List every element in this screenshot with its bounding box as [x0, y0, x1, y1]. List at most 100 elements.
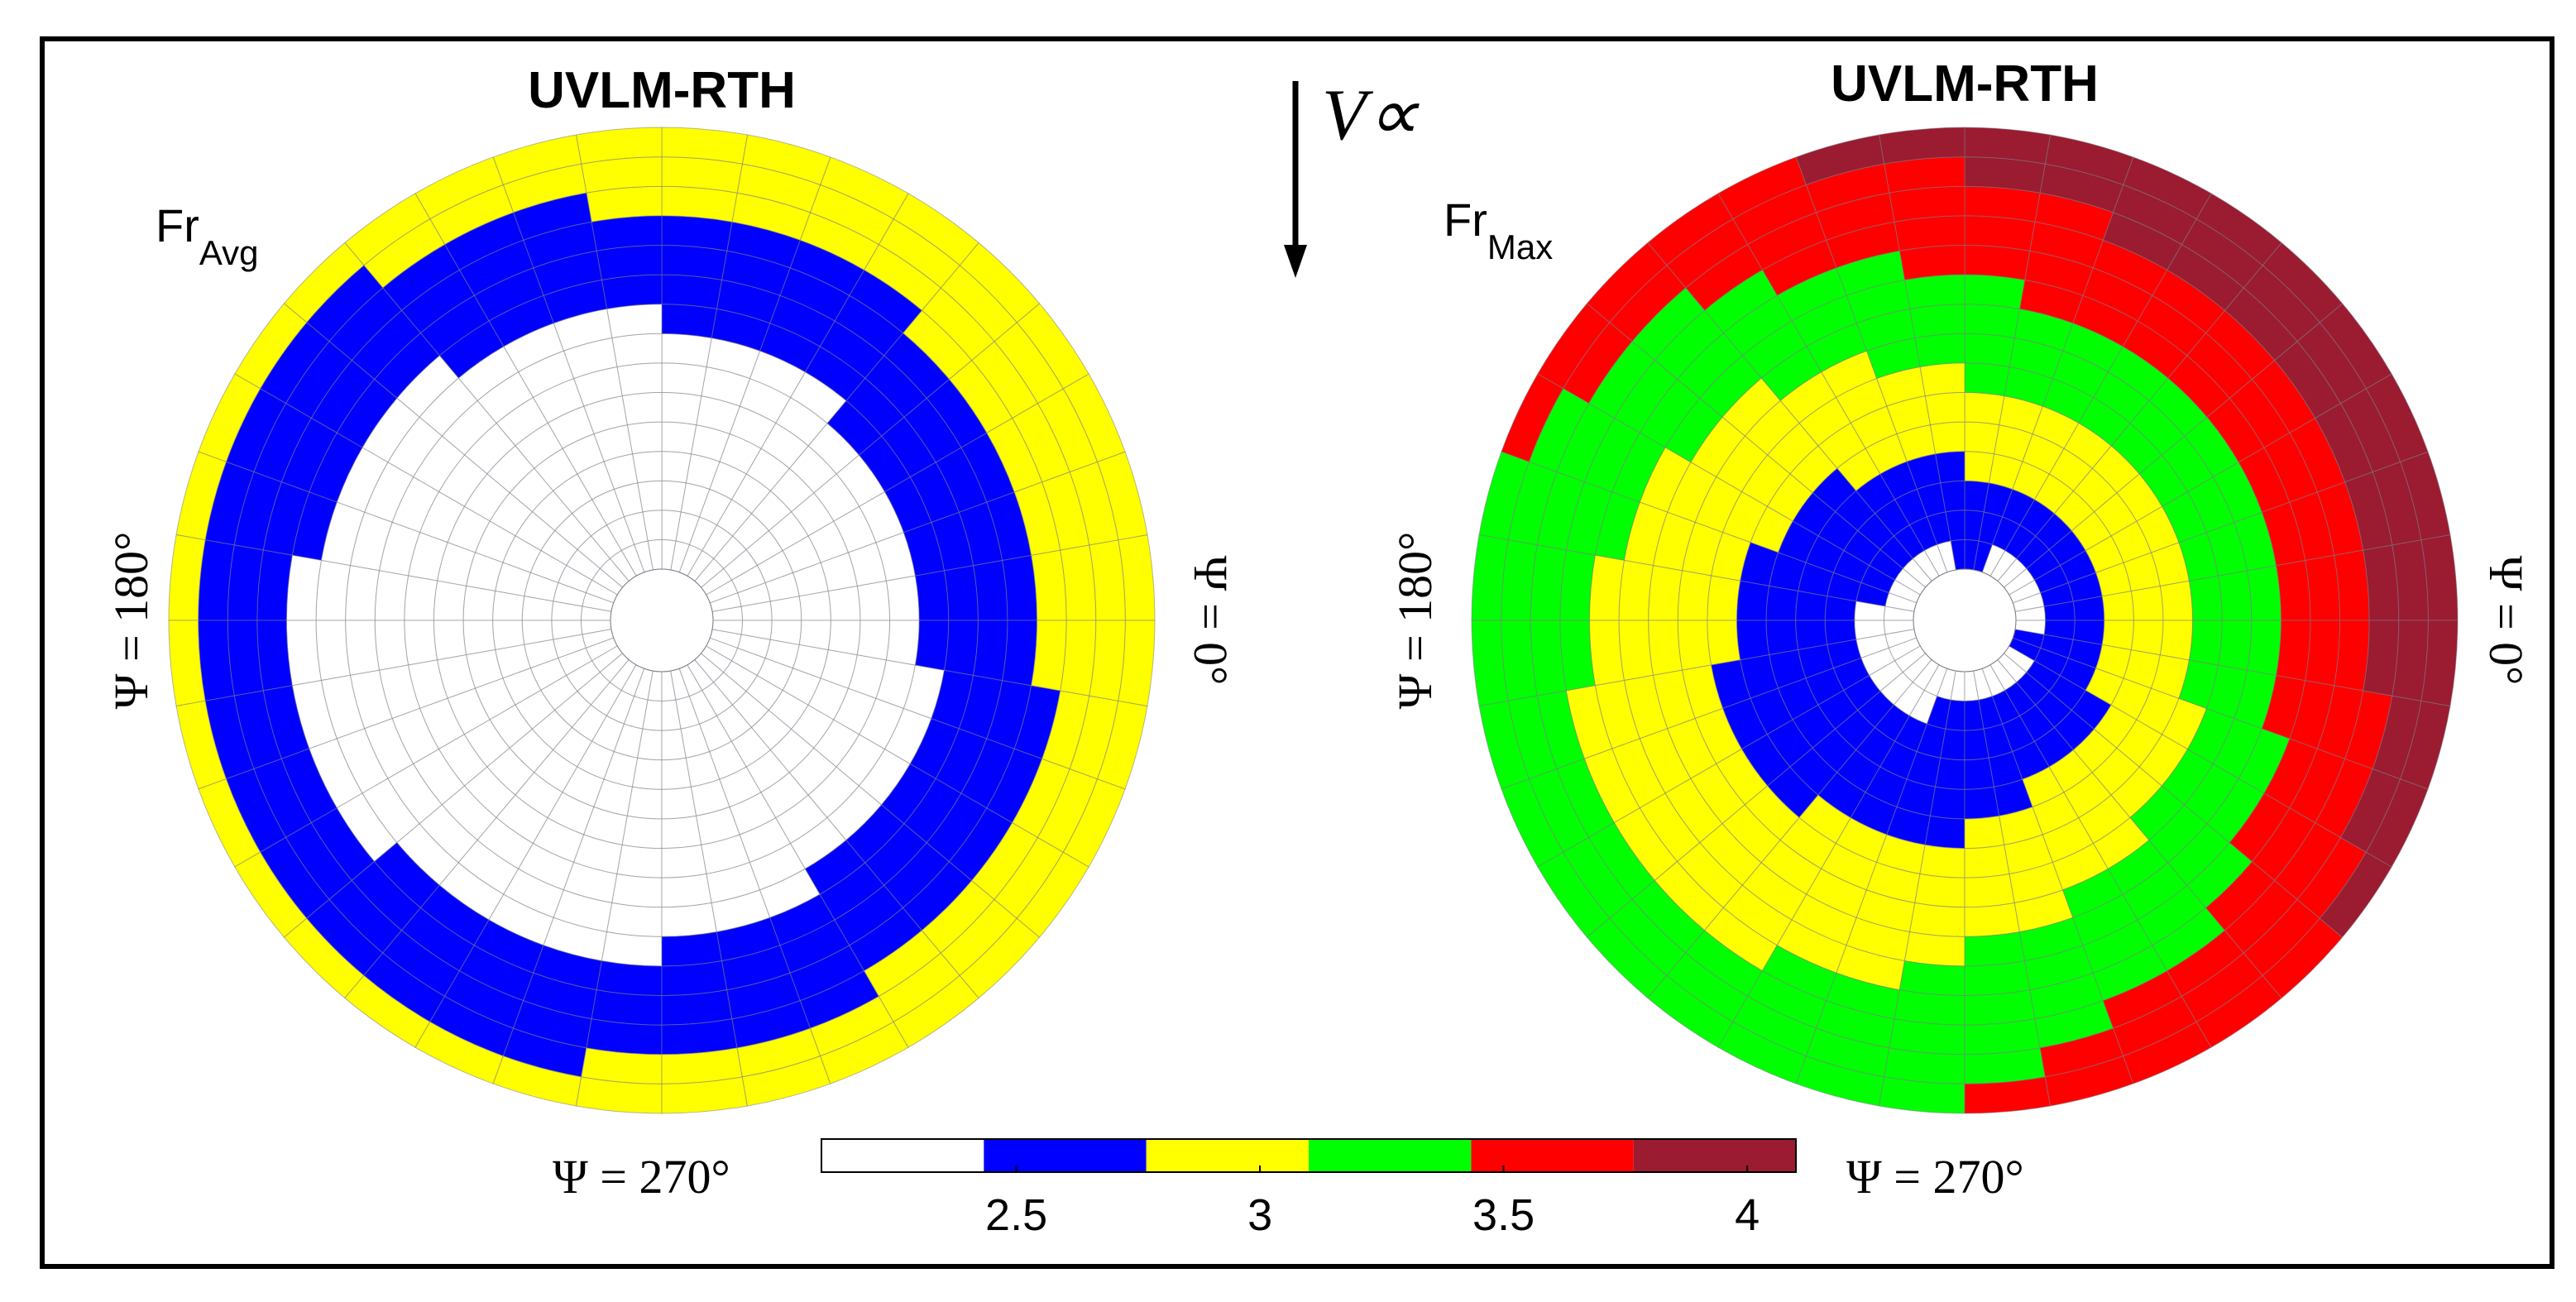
- fr-avg-cell: [661, 274, 723, 309]
- fr-max-cell: [2276, 559, 2311, 621]
- fr-avg-cell: [606, 304, 663, 339]
- fr-max-cell: [1648, 620, 1683, 676]
- fr-max-cell: [2188, 620, 2223, 666]
- fr-max-cell: [1707, 575, 1741, 621]
- fr-max-cell: [2101, 620, 2134, 651]
- fr-avg-label: FrAvg: [156, 199, 258, 272]
- fr-max-cell: [1909, 902, 1966, 937]
- fr-max-cell: [1964, 902, 2020, 937]
- title-left: UVLM-RTH: [528, 62, 796, 119]
- fr-avg-cell: [973, 559, 1008, 621]
- fr-avg-cell: [914, 570, 950, 621]
- colorbar-segment: [1309, 1139, 1472, 1172]
- fr-avg-cell: [616, 844, 663, 878]
- fr-avg-cell: [885, 620, 920, 666]
- fr-max-cell: [2305, 620, 2341, 687]
- fr-max-cell: [1964, 391, 2005, 426]
- fr-avg-cell: [626, 786, 663, 820]
- fr-avg-cell: [621, 391, 663, 426]
- fr-max-cell: [1964, 451, 1995, 484]
- fr-max-cell: [1765, 620, 1799, 656]
- fr-max-cell: [2130, 620, 2164, 656]
- fr-max-cell: [1736, 620, 1770, 661]
- fr-avg-cell: [345, 565, 381, 621]
- fr-max-cell: [1964, 786, 2000, 820]
- fr-max-cell: [1736, 580, 1770, 621]
- fr-max-cell: [1919, 362, 1966, 397]
- fr-max-cell: [1588, 554, 1625, 621]
- fr-max-cell: [1914, 873, 1966, 908]
- fr-avg-cell: [1118, 620, 1156, 707]
- fr-max-cell: [2130, 585, 2164, 621]
- fr-max-cell: [2246, 620, 2282, 676]
- fr-avg-cell: [661, 215, 733, 251]
- fr-max-cell: [1924, 391, 1966, 426]
- fr-avg-cell: [1002, 620, 1038, 687]
- colorbar-tick-labels: 2.5 3 3.5 4: [985, 1166, 1760, 1240]
- fr-avg-cell: [631, 757, 663, 790]
- fr-max-cell: [1588, 620, 1625, 687]
- fr-avg-cell: [1002, 554, 1038, 621]
- fr-avg-cell: [827, 620, 861, 656]
- fr-max-cell: [1964, 274, 2026, 309]
- colorbar-tick-label: 3: [1247, 1190, 1272, 1240]
- fr-avg-cell: [591, 215, 663, 251]
- fr-avg-cell: [596, 960, 663, 997]
- fr-avg-cell: [345, 620, 381, 676]
- fr-max-cell: [1795, 590, 1828, 621]
- polar-plot-fr-max: [1471, 127, 2459, 1114]
- fr-avg-cell: [404, 620, 438, 666]
- fr-avg-cell: [661, 902, 717, 937]
- fr-max-cell: [1898, 244, 1966, 280]
- fr-max-cell: [2420, 620, 2459, 707]
- fr-avg-cell: [1031, 549, 1067, 621]
- fr-max-cell: [1964, 333, 2015, 368]
- fr-max-cell: [2334, 549, 2370, 621]
- fr-avg-cell: [661, 333, 712, 368]
- fr-avg-cell: [374, 620, 409, 671]
- fr-max-cell: [1964, 362, 2010, 397]
- fr-max-cell: [1707, 620, 1741, 666]
- fr-avg-cell: [606, 902, 663, 937]
- fr-max-cell: [1929, 421, 1966, 455]
- fr-max-cell: [1964, 960, 2031, 997]
- fr-max-cell: [1964, 989, 2036, 1026]
- fr-avg-cell: [621, 815, 663, 850]
- colorbar-tick-label: 4: [1735, 1190, 1760, 1240]
- fr-avg-cell: [256, 620, 293, 692]
- fr-avg-cell: [661, 960, 728, 997]
- fr-avg-cell: [433, 620, 467, 661]
- fr-avg-cell: [596, 244, 663, 280]
- colorbar-segment: [821, 1139, 984, 1172]
- fr-avg-cell: [433, 580, 467, 621]
- fr-avg-cell: [661, 873, 712, 908]
- fr-max-cell: [2305, 554, 2341, 621]
- fr-avg-cell: [591, 989, 663, 1026]
- fr-avg-cell: [256, 549, 293, 621]
- fr-max-cell: [1618, 559, 1654, 621]
- fr-max-label: FrMax: [1444, 194, 1553, 266]
- fr-max-hub: [1913, 568, 2017, 673]
- fr-max-cell: [1677, 620, 1712, 671]
- fr-avg-cell: [462, 620, 496, 656]
- fr-avg-cell: [626, 421, 663, 455]
- fr-max-cell: [2334, 620, 2370, 692]
- fr-avg-cell: [601, 931, 663, 967]
- fr-avg-cell: [885, 575, 920, 621]
- fr-max-cell: [1914, 333, 1966, 368]
- fr-max-cell: [1919, 844, 1966, 878]
- fr-max-cell: [2217, 620, 2253, 671]
- fr-avg-cell: [661, 931, 723, 967]
- colorbar-segment: [1146, 1139, 1309, 1172]
- fr-max-cell: [1894, 989, 1966, 1026]
- fr-avg-cell: [285, 554, 322, 621]
- fr-avg-cell: [943, 620, 979, 676]
- fr-avg-cell: [661, 362, 707, 397]
- fr-max-cell: [2217, 570, 2253, 621]
- fr-max-cell: [1559, 620, 1596, 692]
- fr-avg-cell: [315, 620, 351, 682]
- fr-avg-cell: [943, 565, 979, 621]
- fr-avg-cell: [611, 873, 663, 908]
- fr-max-cell: [1618, 620, 1654, 682]
